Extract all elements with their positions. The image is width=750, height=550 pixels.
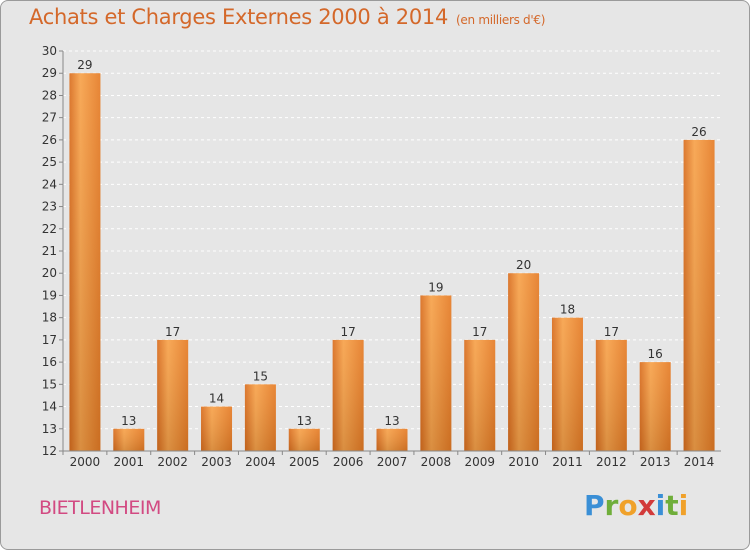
- x-tick-label-2004: 2004: [245, 455, 276, 469]
- y-tick-label-16: 16: [42, 355, 57, 369]
- bar-shade-2011: [551, 317, 583, 451]
- y-tick-label-14: 14: [42, 400, 57, 414]
- bar-shade-2001: [113, 428, 145, 451]
- x-axis-ticks: 2000 2001 2002 2003 2004 2005 2006 2007 2008 2009…: [62, 451, 715, 469]
- value-label-2005: 13: [297, 414, 312, 428]
- value-label-2001: 13: [121, 414, 136, 428]
- y-tick-label-18: 18: [42, 311, 57, 325]
- value-label-2009: 17: [472, 325, 487, 339]
- y-tick-label-23: 23: [42, 200, 57, 214]
- x-tick-label-2014: 2014: [684, 455, 715, 469]
- y-tick-label-27: 27: [42, 111, 57, 125]
- x-tick-label-2009: 2009: [464, 455, 495, 469]
- logo-letter-2: o: [618, 489, 638, 522]
- x-tick-label-2005: 2005: [289, 455, 320, 469]
- y-tick-label-15: 15: [42, 377, 57, 391]
- x-tick-label-2008: 2008: [421, 455, 452, 469]
- logo-letter-3: x: [637, 489, 656, 522]
- chart-title: Achats et Charges Externes 2000 à 2014 (e…: [29, 5, 545, 29]
- value-label-2011: 18: [560, 303, 575, 317]
- value-label-2000: 29: [77, 58, 92, 72]
- bar-shade-2010: [508, 273, 540, 451]
- x-tick-label-2012: 2012: [596, 455, 627, 469]
- x-tick-label-2006: 2006: [333, 455, 364, 469]
- chart-title-text: Achats et Charges Externes 2000 à 2014: [29, 5, 449, 29]
- y-tick-label-25: 25: [42, 155, 57, 169]
- x-tick-label-2002: 2002: [157, 455, 188, 469]
- bar-shade-2003: [201, 406, 233, 451]
- x-tick-label-2003: 2003: [201, 455, 232, 469]
- logo-letter-4: i: [655, 489, 666, 522]
- y-tick-label-21: 21: [42, 244, 57, 258]
- y-tick-label-17: 17: [42, 333, 57, 347]
- proxiti-logo[interactable]: Proxiti: [584, 489, 688, 522]
- y-tick-label-22: 22: [42, 222, 57, 236]
- bars: [69, 73, 715, 451]
- value-label-2014: 26: [691, 125, 706, 139]
- x-tick-label-2010: 2010: [508, 455, 539, 469]
- logo-letter-0: P: [584, 489, 605, 522]
- logo-letter-1: r: [604, 489, 619, 522]
- y-tick-label-26: 26: [42, 133, 57, 147]
- x-tick-label-2000: 2000: [70, 455, 101, 469]
- value-label-2013: 16: [648, 347, 663, 361]
- logo-letter-5: t: [665, 489, 679, 522]
- y-tick-label-30: 30: [42, 44, 57, 58]
- y-axis-ticks: 12 13 14 15 16 17 18 19 20 21 22 23 24 25 26 27 28 29 30: [42, 44, 63, 458]
- chart-unit-label: (en milliers d'€): [456, 13, 546, 27]
- y-tick-label-29: 29: [42, 66, 57, 80]
- x-tick-label-2011: 2011: [552, 455, 583, 469]
- y-tick-label-28: 28: [42, 88, 57, 102]
- value-labels: 29 13 17 14 15 13 17 13 19 17 20 18 17 16 26: [77, 58, 706, 428]
- y-tick-label-24: 24: [42, 177, 57, 191]
- bar-shade-2014: [683, 139, 715, 451]
- bar-shade-2008: [420, 295, 452, 451]
- value-label-2002: 17: [165, 325, 180, 339]
- commune-name: BIETLENHEIM: [39, 497, 161, 519]
- value-label-2004: 15: [253, 369, 268, 383]
- y-tick-label-20: 20: [42, 266, 57, 280]
- bar-shade-2012: [595, 339, 627, 451]
- bar-shade-2013: [639, 362, 671, 451]
- bar-shade-2006: [332, 339, 364, 451]
- logo-letter-6: i: [678, 489, 689, 522]
- bar-shade-2005: [288, 428, 320, 451]
- x-tick-label-2007: 2007: [377, 455, 408, 469]
- value-label-2008: 19: [428, 280, 443, 294]
- y-tick-label-13: 13: [42, 422, 57, 436]
- bar-shade-2004: [244, 384, 276, 451]
- value-label-2010: 20: [516, 258, 531, 272]
- bar-shade-2007: [376, 428, 408, 451]
- bar-shade-2002: [157, 339, 189, 451]
- bar-shade-2009: [464, 339, 496, 451]
- value-label-2007: 13: [384, 414, 399, 428]
- bar-shade-2000: [69, 73, 101, 451]
- value-label-2003: 14: [209, 392, 224, 406]
- value-label-2012: 17: [604, 325, 619, 339]
- x-tick-label-2001: 2001: [114, 455, 145, 469]
- x-tick-label-2013: 2013: [640, 455, 671, 469]
- y-tick-label-12: 12: [42, 444, 57, 458]
- value-label-2006: 17: [340, 325, 355, 339]
- y-tick-label-19: 19: [42, 288, 57, 302]
